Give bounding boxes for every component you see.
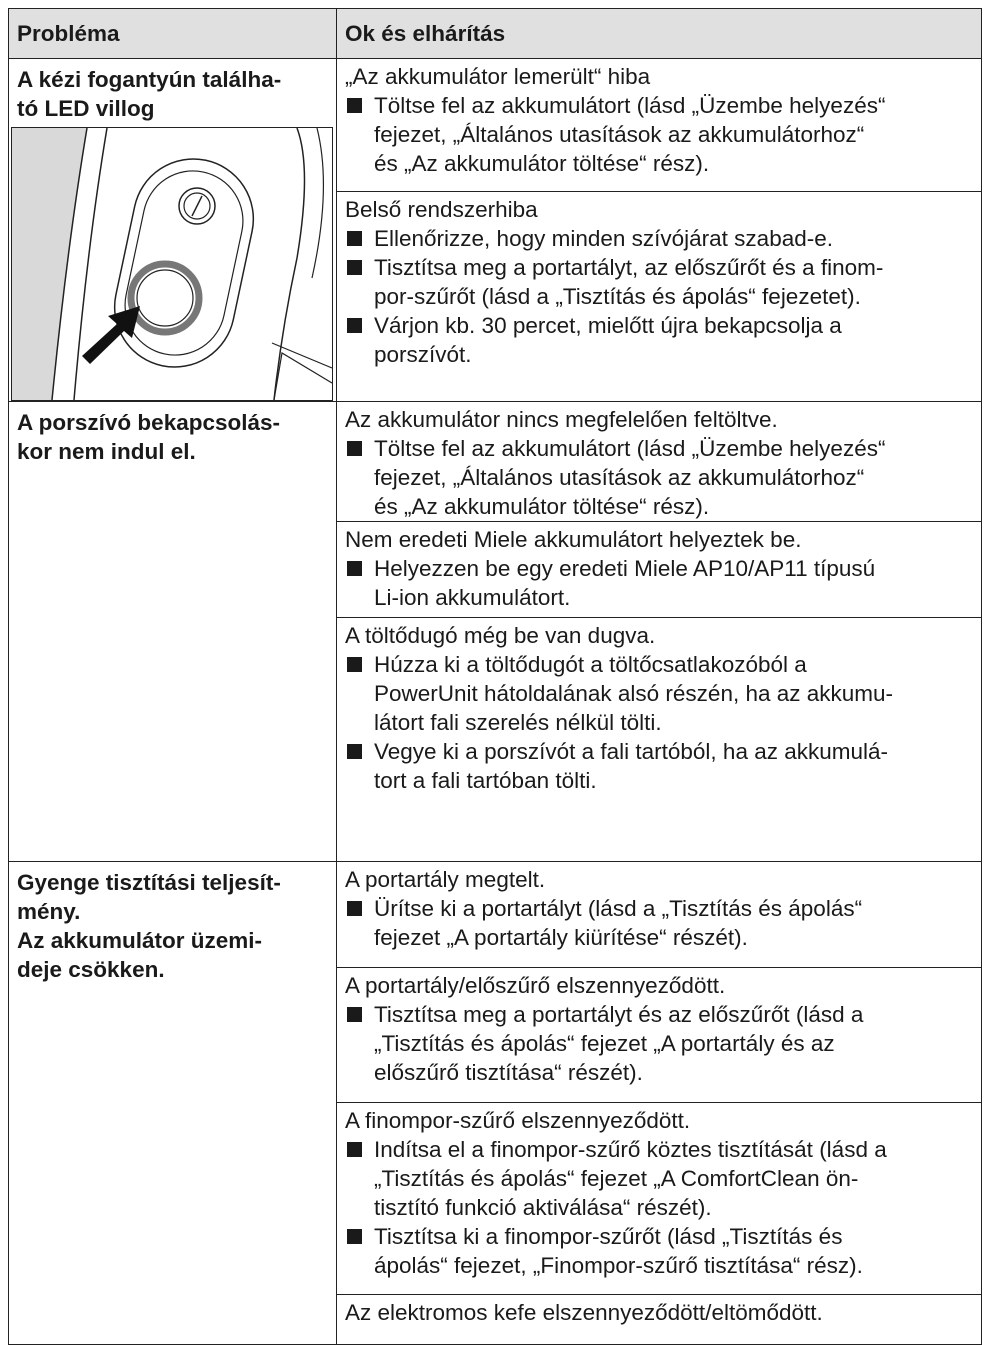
header-row: Probléma Ok és elhárítás xyxy=(8,8,982,59)
step: Töltse fel az akkumulátort (lásd „Üzembe… xyxy=(345,91,973,178)
cause-cell: A finompor-szűrő elszennyeződött. Indítsa… xyxy=(336,1102,982,1295)
cause-text: A portartály megtelt. xyxy=(345,867,546,892)
step: Tisztítsa ki a finompor-szűrőt (lásd „Ti… xyxy=(345,1222,973,1280)
row: A finompor-szűrő elszennyeződött. Indítsa… xyxy=(9,1102,982,1295)
cause-cell: A portartály megtelt. Ürítse ki a portart… xyxy=(336,861,982,968)
step: Tisztítsa meg a portartályt, az előszűrő… xyxy=(345,253,973,311)
row: A töltődugó még be van dugva. Húzza ki a … xyxy=(9,617,982,862)
step-text: Várjon kb. 30 percet, mielőtt újra bekap… xyxy=(374,313,842,368)
step: Helyezzen be egy eredeti Miele AP10/AP11… xyxy=(345,554,973,612)
cause-cell: Belső rendszerhiba Ellenőrizze, hogy mind… xyxy=(336,191,982,402)
bullet xyxy=(347,1229,362,1244)
problem-cell: A kézi fogantyún találha- tó LED villog xyxy=(8,58,337,402)
cause-text: Belső rendszerhiba xyxy=(345,197,538,223)
cause-text: „Az akkumulátor lemerült“ hiba xyxy=(345,64,651,89)
step: Vegye ki a porszívót a fali tartóból, ha… xyxy=(345,737,973,795)
step-text: Indítsa el a finompor-szűrő köztes tiszt… xyxy=(374,1137,887,1220)
cause-cell: A portartály/előszűrő elszennyeződött. Ti… xyxy=(336,967,982,1103)
row: Nem eredeti Miele akkumulátort helyeztek… xyxy=(9,521,982,618)
step: Töltse fel az akkumulátort (lásd „Üzembe… xyxy=(345,434,973,521)
step: Húzza ki a töltődugót a töltőcsatlakozób… xyxy=(345,650,973,737)
problem-text: A kézi fogantyún találha- tó LED villog xyxy=(17,67,282,121)
step: Tisztítsa meg a portartályt és az előszű… xyxy=(345,1000,973,1087)
bullet xyxy=(347,231,362,247)
step: Indítsa el a finompor-szűrő köztes tiszt… xyxy=(345,1135,973,1222)
step: Ürítse ki a portartályt (lásd a „Tisztít… xyxy=(345,894,973,952)
bullet xyxy=(347,561,362,576)
step-text: Helyezzen be egy eredeti Miele AP10/AP11… xyxy=(374,556,876,610)
step-text: Töltse fel az akkumulátort (lásd „Üzembe… xyxy=(374,436,886,519)
cause-text: A finompor-szűrő elszennyeződött. xyxy=(345,1108,691,1133)
row: A portartály/előszűrő elszennyeződött. Ti… xyxy=(9,967,982,1103)
cause-text: Az elektromos kefe elszennyeződött/eltöm… xyxy=(345,1300,823,1325)
cause-text: A töltődugó még be van dugva. xyxy=(345,623,656,648)
bullet xyxy=(347,744,362,759)
bullet xyxy=(347,441,362,456)
problem-text: Gyenge tisztítási teljesít- mény. Az akk… xyxy=(17,870,281,982)
step: Várjon kb. 30 percet, mielőtt újra bekap… xyxy=(345,311,973,369)
step-text: Ellenőrizze, hogy minden szívójárat szab… xyxy=(374,226,833,252)
header-cell: Probléma xyxy=(8,8,337,59)
row: Belső rendszerhiba Ellenőrizze, hogy mind… xyxy=(9,191,982,402)
step-text: Tisztítsa meg a portartályt és az előszű… xyxy=(374,1002,864,1085)
cause-cell: A töltődugó még be van dugva. Húzza ki a … xyxy=(336,617,982,862)
troubleshooting-table: Probléma Ok és elhárítás A kézi fogantyú… xyxy=(8,8,982,1345)
cause-cell: „Az akkumulátor lemerült“ hiba Töltse fel… xyxy=(336,57,982,193)
row: Gyenge tisztítási teljesít- mény. Az akk… xyxy=(8,861,982,1345)
cause-cell: Nem eredeti Miele akkumulátort helyeztek… xyxy=(336,521,982,618)
cause-text: Nem eredeti Miele akkumulátort helyeztek… xyxy=(345,527,802,552)
led-illustration xyxy=(11,127,333,401)
step-text: Töltse fel az akkumulátort (lásd „Üzembe… xyxy=(374,93,886,176)
step-text: Tisztítsa ki a finompor-szűrőt (lásd „Ti… xyxy=(374,1224,863,1278)
bullet xyxy=(347,1007,362,1022)
bullet xyxy=(347,98,362,113)
problem-cell: A porszívó bekapcsolás- kor nem indul el… xyxy=(8,401,337,862)
step-text: Vegye ki a porszívót a fali tartóból, ha… xyxy=(374,739,889,793)
cause-cell: Az akkumulátor nincs megfelelően feltölt… xyxy=(336,401,982,522)
step-text: Húzza ki a töltődugót a töltőcsatlakozób… xyxy=(374,652,894,735)
bullet xyxy=(347,260,362,276)
row: A kézi fogantyún találha- tó LED villog … xyxy=(8,57,982,402)
step: Ellenőrizze, hogy minden szívójárat szab… xyxy=(345,224,973,253)
bullet xyxy=(347,901,362,916)
bullet xyxy=(347,318,362,334)
problem-text: A porszívó bekapcsolás- kor nem indul el… xyxy=(17,410,281,464)
header-cell: Ok és elhárítás xyxy=(336,8,982,59)
cause-text: Az akkumulátor nincs megfelelően feltölt… xyxy=(345,407,778,432)
bullet xyxy=(347,657,362,672)
row: A porszívó bekapcsolás- kor nem indul el… xyxy=(8,401,982,862)
problem-cell: Gyenge tisztítási teljesít- mény. Az akk… xyxy=(8,861,337,1345)
step-text: Ürítse ki a portartályt (lásd a „Tisztít… xyxy=(374,896,863,950)
cause-text: A portartály/előszűrő elszennyeződött. xyxy=(345,973,726,998)
bullet xyxy=(347,1142,362,1157)
step-text: Tisztítsa meg a portartályt, az előszűrő… xyxy=(374,255,884,310)
